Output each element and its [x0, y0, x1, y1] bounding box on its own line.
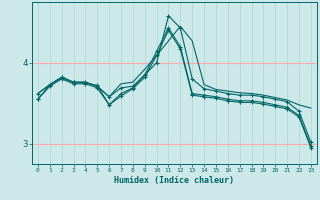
X-axis label: Humidex (Indice chaleur): Humidex (Indice chaleur) — [115, 176, 234, 185]
